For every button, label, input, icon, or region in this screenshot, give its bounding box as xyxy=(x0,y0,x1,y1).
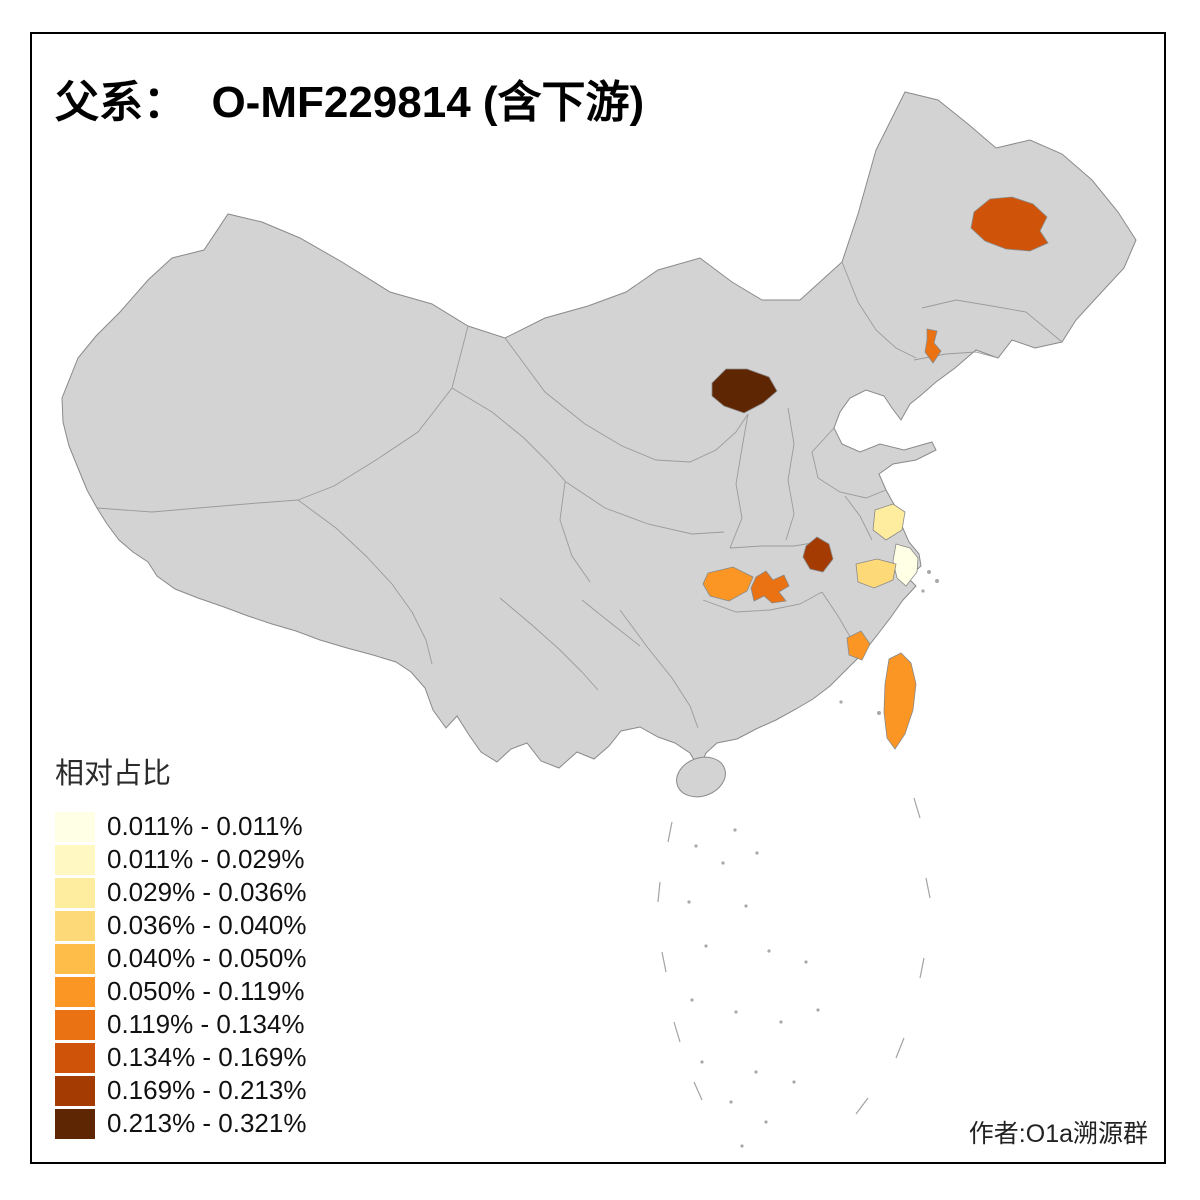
region-taiwan xyxy=(883,652,917,750)
legend-item: 0.011% - 0.029% xyxy=(55,843,306,876)
region-hubei-west xyxy=(702,566,754,602)
legend-item: 0.040% - 0.050% xyxy=(55,942,306,975)
legend-swatch xyxy=(55,1009,95,1040)
region-hubei-east xyxy=(750,570,790,604)
legend-swatch xyxy=(55,1108,95,1139)
china-mainland xyxy=(61,91,1137,771)
legend-label: 0.011% - 0.029% xyxy=(107,844,305,874)
legend-item: 0.011% - 0.011% xyxy=(55,810,306,843)
legend-label: 0.119% - 0.134% xyxy=(107,1009,305,1039)
legend-item: 0.036% - 0.040% xyxy=(55,909,306,942)
legend-label: 0.029% - 0.036% xyxy=(107,877,307,907)
legend-item: 0.029% - 0.036% xyxy=(55,876,306,909)
legend-label: 0.050% - 0.119% xyxy=(107,976,305,1006)
region-heilongjiang xyxy=(970,196,1049,252)
legend-label: 0.134% - 0.169% xyxy=(107,1042,307,1072)
legend-swatch xyxy=(55,811,95,842)
legend-label: 0.040% - 0.050% xyxy=(107,943,307,973)
region-liaoning xyxy=(924,328,942,364)
author-credit: 作者:O1a溯源群 xyxy=(968,1120,1148,1148)
legend-swatch xyxy=(55,943,95,974)
legend-label: 0.169% - 0.213% xyxy=(107,1075,307,1105)
province-borders xyxy=(96,261,1063,729)
region-shanxi xyxy=(711,368,778,414)
region-zhejiang xyxy=(855,558,897,589)
legend-swatch xyxy=(55,1042,95,1073)
legend-item: 0.119% - 0.134% xyxy=(55,1008,306,1041)
legend-swatch xyxy=(55,877,95,908)
legend-swatch xyxy=(55,844,95,875)
legend-swatch xyxy=(55,976,95,1007)
hainan-island xyxy=(676,756,726,798)
legend: 相对占比 0.011% - 0.011% 0.011% - 0.029% 0.0… xyxy=(55,750,306,1140)
region-jiangsu xyxy=(872,503,906,541)
region-anhui xyxy=(802,536,834,573)
legend-item: 0.169% - 0.213% xyxy=(55,1074,306,1107)
legend-item: 0.050% - 0.119% xyxy=(55,975,306,1008)
legend-item: 0.213% - 0.321% xyxy=(55,1107,306,1140)
legend-swatch xyxy=(55,1075,95,1106)
legend-label: 0.011% - 0.011% xyxy=(107,811,303,841)
legend-label: 0.036% - 0.040% xyxy=(107,910,307,940)
legend-swatch xyxy=(55,910,95,941)
region-fujian xyxy=(846,630,871,661)
highlighted-prefectures xyxy=(702,196,1049,750)
legend-item: 0.134% - 0.169% xyxy=(55,1041,306,1074)
plot-title: 父系： O-MF229814 (含下游) xyxy=(55,78,645,127)
legend-title: 相对占比 xyxy=(55,758,172,790)
sea-islands xyxy=(657,570,939,1148)
legend-label: 0.213% - 0.321% xyxy=(107,1108,307,1138)
